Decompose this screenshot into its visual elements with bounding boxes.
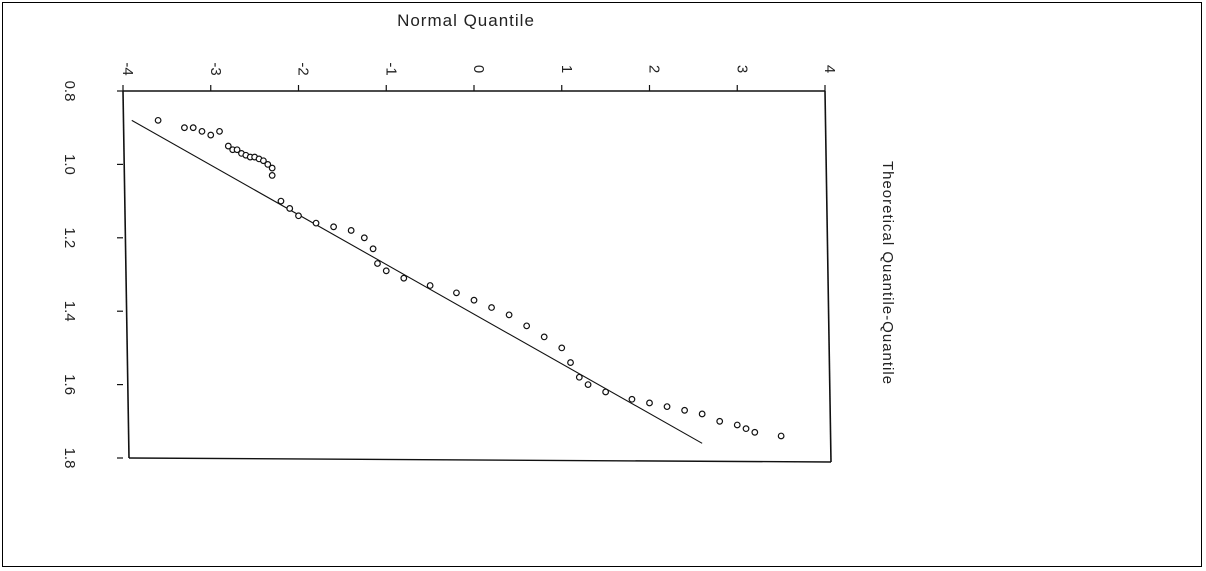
data-point	[268, 172, 276, 179]
data-point	[189, 124, 197, 132]
x-tick-label: -1	[382, 62, 399, 75]
data-point	[751, 428, 759, 436]
data-point	[681, 406, 688, 414]
x-tick-labels: -4 -3 -2 -1 0 1 2 3 4	[119, 62, 838, 91]
data-point	[628, 395, 636, 403]
x-tick-label: 3	[733, 65, 750, 73]
data-point	[181, 124, 188, 132]
data-point	[264, 160, 272, 168]
x-tick-label: -4	[119, 62, 136, 75]
y-tick-label: 1.2	[61, 227, 78, 248]
data-point	[777, 432, 785, 440]
y-tick-label: 1.8	[61, 448, 78, 469]
data-point	[602, 388, 610, 396]
data-point	[426, 282, 434, 289]
data-point	[312, 219, 320, 227]
x-tick-label: -3	[207, 62, 224, 75]
data-point	[400, 274, 408, 282]
reference-line-group	[131, 119, 703, 444]
data-point	[523, 322, 531, 330]
y-tick-labels: 0.8 1.0 1.2 1.4 1.6 1.8	[61, 81, 123, 469]
data-point	[277, 197, 285, 205]
x-tick-label: 4	[821, 65, 838, 73]
data-point	[663, 403, 671, 411]
data-point	[453, 289, 460, 297]
x-tick-label: 0	[470, 65, 487, 73]
data-point	[198, 127, 206, 135]
data-point	[540, 333, 548, 341]
top-axis-label: Normal Quantile	[397, 11, 535, 30]
data-point	[733, 421, 741, 429]
data-point	[286, 205, 294, 212]
x-tick-label: -2	[295, 62, 312, 75]
data-point	[716, 417, 724, 425]
data-point	[567, 359, 574, 366]
data-point	[360, 234, 368, 242]
y-tick-label: 1.6	[61, 374, 78, 395]
data-point	[216, 127, 223, 135]
y-tick-label: 0.8	[61, 81, 78, 102]
data-point	[698, 410, 706, 418]
chart-svg: Normal Quantile Theoretical Quantile-Qua…	[61, 11, 896, 469]
reference-line	[131, 119, 703, 444]
data-point	[488, 304, 495, 311]
data-point	[742, 425, 750, 433]
right-axis-line	[824, 90, 832, 463]
data-point	[382, 267, 390, 275]
bottom-axis-line	[128, 457, 832, 463]
x-tick-label: 2	[646, 65, 663, 73]
y-tick-label: 1.4	[61, 301, 78, 322]
left-axis-line	[122, 90, 130, 459]
data-point	[470, 296, 478, 304]
data-point	[224, 142, 232, 150]
data-point	[369, 245, 377, 253]
data-point	[558, 344, 566, 352]
data-points	[154, 116, 785, 440]
right-axis-label: Theoretical Quantile-Quantile	[879, 161, 896, 385]
data-point	[268, 164, 276, 172]
data-point	[646, 399, 653, 407]
y-tick-label: 1.0	[61, 154, 78, 175]
data-point	[347, 227, 355, 234]
data-point	[233, 146, 241, 154]
data-point	[374, 260, 381, 267]
x-tick-label: 1	[558, 65, 575, 73]
data-point	[207, 131, 215, 139]
data-point	[505, 311, 513, 319]
data-point	[575, 373, 583, 381]
data-point	[330, 223, 338, 231]
data-point	[154, 116, 162, 124]
data-point	[260, 157, 267, 165]
data-point	[295, 212, 302, 220]
data-point	[584, 381, 592, 389]
chart-titles: Normal Quantile Theoretical Quantile-Qua…	[397, 11, 896, 385]
